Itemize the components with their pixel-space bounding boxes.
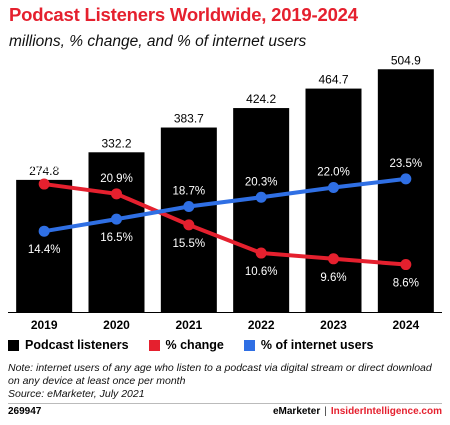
x-tick-label: 2023 [320,318,347,332]
note-source: Source: eMarketer, July 2021 [8,388,145,400]
x-tick-label: 2019 [31,318,58,332]
share-value-label: 16.5% [100,232,133,244]
x-tick-label: 2020 [103,318,130,332]
bar-2022 [233,108,290,312]
legend-label: % change [165,338,224,352]
chart-plot: 274.8 332.2 383.7 424.2 464.7 504.9 22.6% 14.4%… [8,53,442,332]
share-point [255,191,267,203]
footer-brand-insider: InsiderIntelligence.com [330,406,442,417]
footer-brand-emarketer: eMarketer [272,406,321,417]
chart-title: Podcast Listeners Worldwide, 2019-2024 [9,4,358,25]
bar-value-label: 383.7 [174,112,204,126]
change-value-label: 8.6% [393,278,419,290]
legend-swatch-black [8,339,19,351]
x-tick-label: 2024 [392,318,419,332]
change-point [255,247,267,259]
change-value-label: 9.6% [320,272,346,284]
footer-brand: eMarketer | InsiderIntelligence.com [273,406,442,417]
bar-value-label: 464.7 [318,73,348,87]
legend-label: Podcast listeners [25,338,129,352]
bar-2019 [16,179,73,312]
bar-value-label: 332.2 [101,136,131,150]
note-line-1: Note: internet users of any age who list… [8,362,432,374]
share-point [111,213,122,225]
bar-2024 [377,69,434,312]
share-point [38,225,50,237]
bar-value-label: 424.2 [246,92,276,106]
bar-value-label: 274.8 [29,164,59,178]
share-point [328,182,339,193]
chart-legend: Podcast listeners % change % of internet… [8,338,373,352]
x-tick-label: 2022 [248,318,275,332]
share-value-label: 14.4% [28,244,61,256]
change-point [111,188,122,200]
change-point [38,178,50,190]
footer-chart-id: 269947 [8,406,42,417]
bar-value-label: 504.9 [391,53,421,67]
change-value-label: 22.6% [28,163,61,175]
change-point [328,253,339,265]
share-point [183,200,195,212]
share-line [43,176,407,234]
change-value-label: 15.5% [173,238,206,250]
legend-label: % of internet users [260,338,374,352]
note-line-2: on any device at least once per month [8,375,186,387]
legend-swatch-red [148,339,160,351]
bar-2020 [88,152,145,312]
change-point [400,259,412,271]
chart-note: Note: internet users of any age who list… [8,362,444,401]
change-value-label: 10.6% [245,266,278,278]
share-value-label: 23.5% [390,158,423,170]
x-tick-label: 2021 [175,318,202,332]
share-value-label: 18.7% [173,185,206,197]
change-line [43,182,406,267]
change-point [183,219,195,231]
legend-item-change: % change [148,338,224,352]
bar-2023 [305,88,362,312]
legend-swatch-blue [243,339,255,351]
footer-divider [8,403,442,404]
share-value-label: 22.0% [317,167,350,179]
share-point [400,173,412,185]
footer-separator: | [324,406,327,417]
legend-item-internet-users: % of internet users [243,338,374,352]
chart-subtitle: millions, % change, and % of internet us… [9,33,307,50]
share-value-label: 20.3% [245,176,278,188]
legend-item-podcast-listeners: Podcast listeners [8,338,129,352]
change-value-label: 20.9% [100,173,133,185]
